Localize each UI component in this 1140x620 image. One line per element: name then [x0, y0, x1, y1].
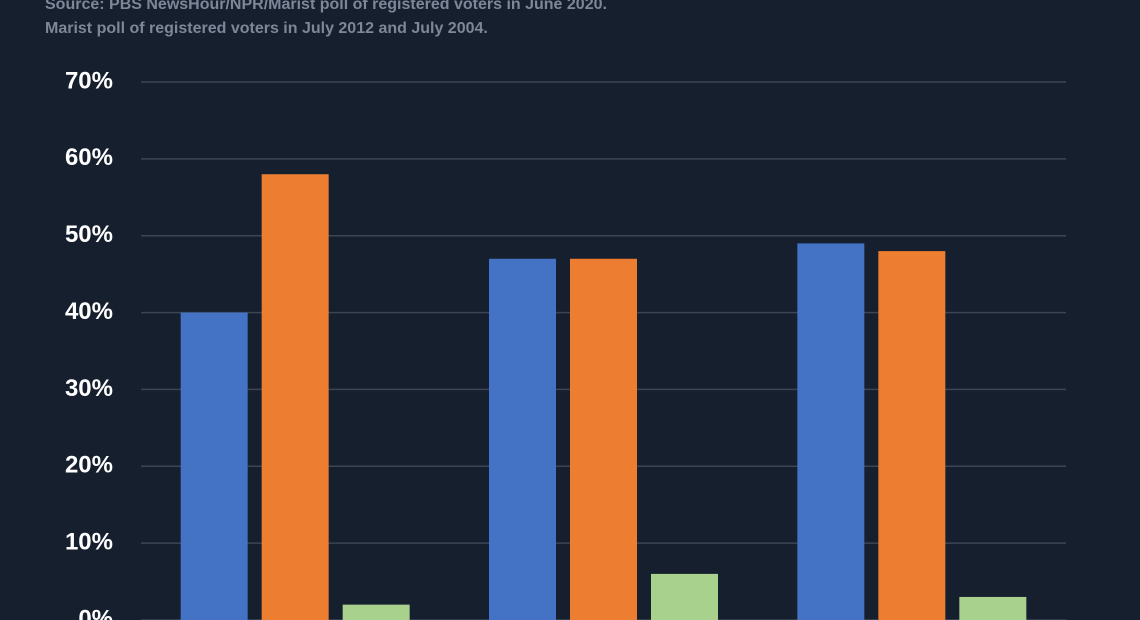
y-tick-label: 60% [65, 144, 113, 171]
y-tick-label: 70% [65, 67, 113, 94]
bar [261, 174, 329, 620]
bar [489, 258, 556, 620]
bar [797, 243, 865, 620]
bar [180, 312, 248, 620]
bar [651, 573, 718, 620]
source-line: Marist poll of registered voters in July… [45, 20, 488, 37]
source-line: Source: PBS NewsHour/NPR/Marist poll of … [45, 0, 607, 13]
bar [878, 251, 946, 620]
y-tick-label: 50% [65, 221, 113, 248]
bar [570, 258, 637, 620]
y-tick-label: 0% [78, 605, 113, 620]
y-tick-label: 30% [65, 375, 113, 402]
bar [342, 604, 410, 620]
y-tick-label: 40% [65, 298, 113, 325]
bar [959, 596, 1027, 620]
y-tick-label: 10% [65, 528, 113, 555]
y-tick-label: 20% [65, 452, 113, 479]
